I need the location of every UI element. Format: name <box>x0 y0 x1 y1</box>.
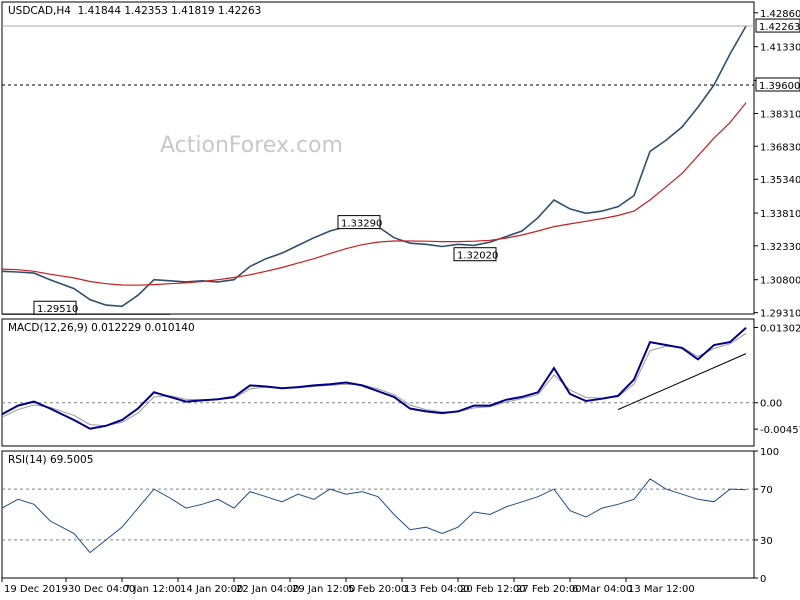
x-tick-label: 27 Feb 20:00 <box>516 584 582 595</box>
x-tick-label: 30 Dec 04:00 <box>68 584 135 595</box>
rsi-line <box>1 478 747 554</box>
signal-line <box>1 332 747 427</box>
price-panel-title: USDCAD,H4 1.41844 1.42353 1.41819 1.4226… <box>8 5 261 17</box>
annotation-low: 1.29510 <box>2 300 170 315</box>
current-price-tag: 1.42263 <box>755 18 800 33</box>
level-line-tag: 1.39600 <box>755 77 800 92</box>
rsi-series <box>1 478 747 554</box>
price-line <box>1 25 747 308</box>
price-tick-label: 1.35340 <box>760 175 800 186</box>
rsi-tick-label: 100 <box>760 447 779 458</box>
price-panel-frame <box>1 1 755 315</box>
rsi-tick-label: 30 <box>760 536 773 547</box>
macd-line <box>1 326 747 430</box>
macd-panel-frame <box>1 318 755 447</box>
watermark: ActionForex.com <box>160 133 343 158</box>
level-line-label: 1.39600 <box>759 81 800 92</box>
current-price-label: 1.42263 <box>759 22 800 33</box>
x-tick-label: 13 Mar 12:00 <box>628 584 695 595</box>
macd-trendline <box>617 353 747 411</box>
macd-tick-label: 0.00 <box>760 399 782 410</box>
x-tick-label: 6 Mar 04:00 <box>572 584 632 595</box>
x-axis: 19 Dec 2019 30 Dec 04:007 Jan 12:00 14 Jan… <box>1 578 695 595</box>
rsi-tick-label: 0 <box>760 574 766 585</box>
macd-tick-label: 0.013029 <box>760 323 800 334</box>
macd-panel-title: MACD(12,26,9) 0.012229 0.010140 <box>8 322 195 334</box>
annotation-mid: 1.32020 <box>453 247 498 262</box>
price-tick-label: 1.30800 <box>760 276 800 287</box>
x-tick-label: 22 Jan 04:00 <box>236 584 299 595</box>
annotation-high-label: 1.33290 <box>341 219 382 230</box>
price-tick-label: 1.42860 <box>760 9 800 20</box>
rsi-y-axis: 100 70 30 0 <box>754 447 779 585</box>
annotation-high: 1.33290 <box>337 215 382 230</box>
price-tick-label: 1.38310 <box>760 110 800 121</box>
rsi-panel-frame <box>1 450 755 579</box>
price-tick-label: 1.29310 <box>760 309 800 320</box>
annotation-mid-label: 1.32020 <box>457 251 498 262</box>
moving-average-line <box>1 102 747 286</box>
x-tick-label: 20 Feb 12:00 <box>460 584 526 595</box>
price-series <box>1 25 747 308</box>
price-tick-label: 1.41330 <box>760 43 800 54</box>
x-tick-label: 19 Dec 2019 <box>4 584 68 595</box>
x-tick-label: 14 Jan 20:00 <box>180 584 243 595</box>
rsi-guides <box>2 488 754 541</box>
price-tick-label: 1.32330 <box>760 242 800 253</box>
x-tick-label: 5 Feb 20:00 <box>348 584 407 595</box>
x-tick-label: 29 Jan 12:00 <box>292 584 355 595</box>
rsi-tick-label: 70 <box>760 485 773 496</box>
rsi-panel-title: RSI(14) 69.5005 <box>8 454 93 466</box>
x-tick-label: 7 Jan 12:00 <box>124 584 181 595</box>
price-tick-label: 1.36830 <box>760 142 800 153</box>
x-tick-label: 13 Feb 04:00 <box>404 584 470 595</box>
price-y-axis: 1.428601.413301.398001.383101.368301.353… <box>754 9 800 320</box>
price-tick-label: 1.33810 <box>760 209 800 220</box>
macd-y-axis: 0.013029 0.00 -0.004579 <box>754 323 800 436</box>
macd-series <box>1 326 747 430</box>
annotation-low-label: 1.29510 <box>37 304 78 315</box>
macd-tick-label: -0.004579 <box>760 425 800 436</box>
